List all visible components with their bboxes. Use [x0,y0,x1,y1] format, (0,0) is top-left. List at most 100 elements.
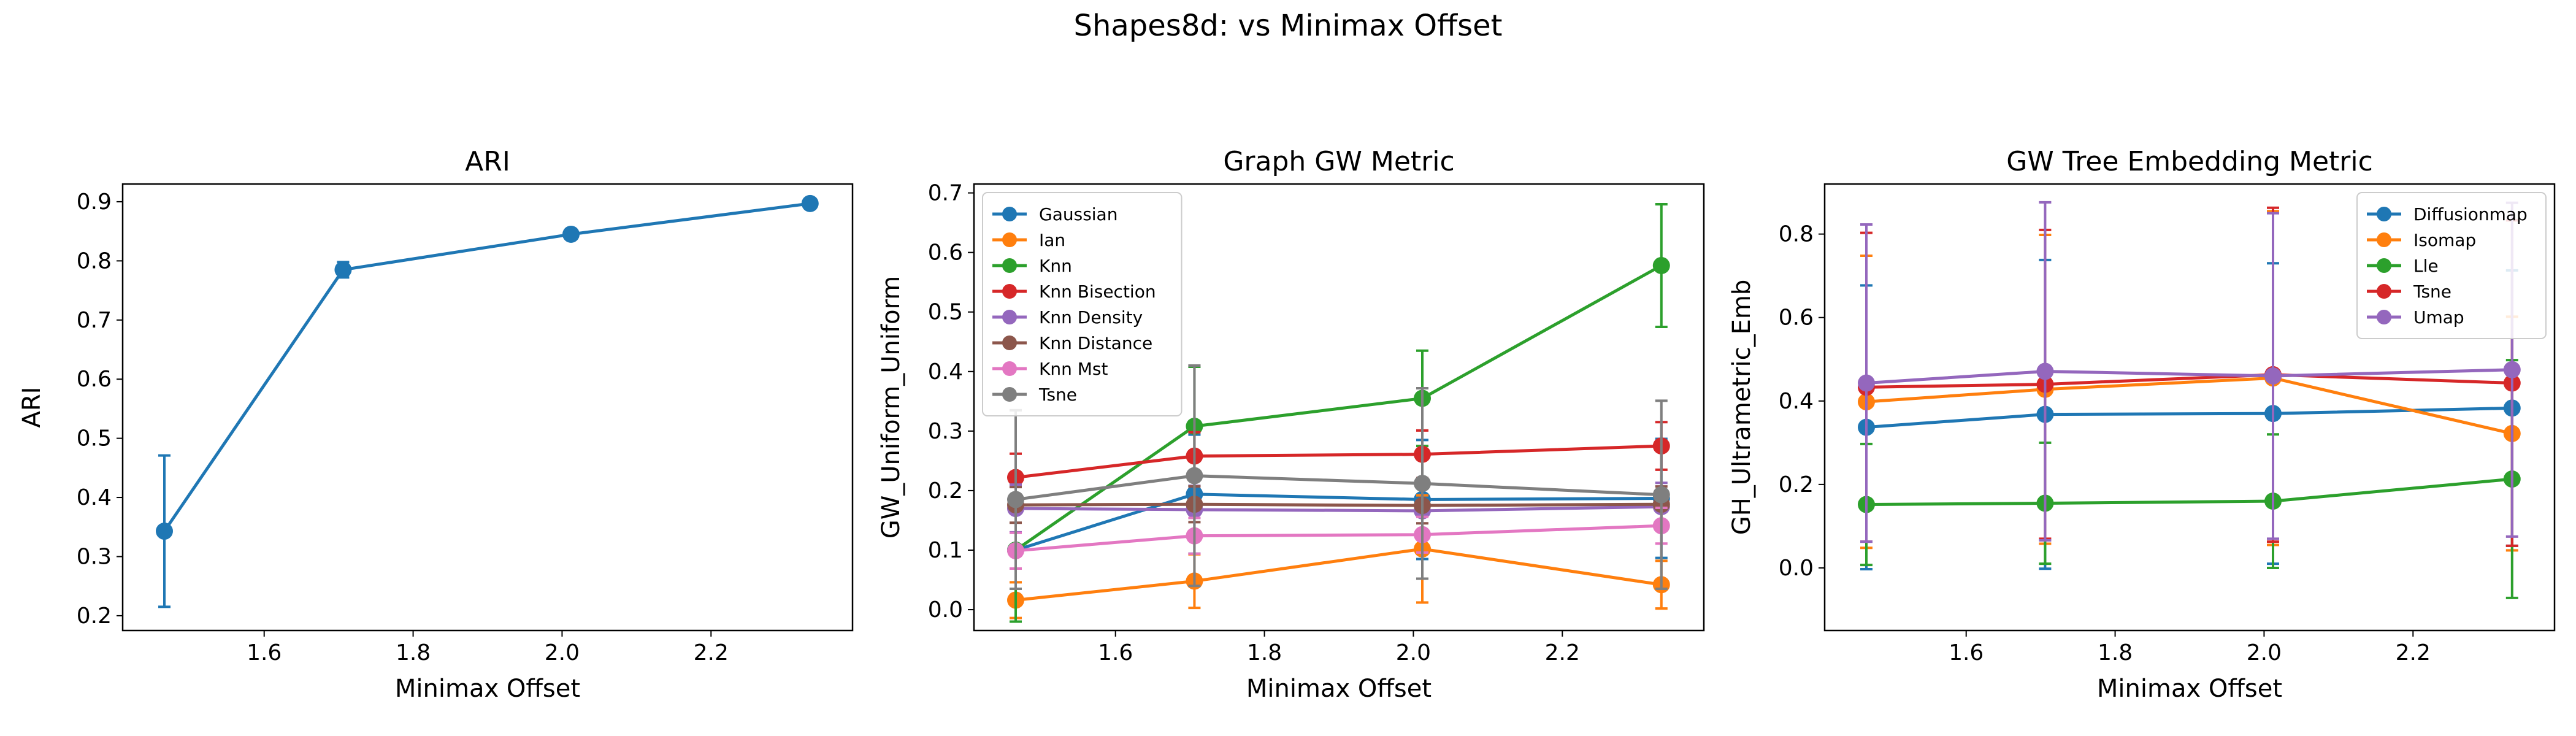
data-point [562,225,580,243]
data-point [1652,256,1670,274]
x-tick-label: 2.2 [694,640,729,665]
legend-swatch-marker [2377,284,2391,299]
legend-entry: Lle [2413,256,2439,276]
series-line [1866,373,2512,389]
data-point [2503,361,2521,378]
x-tick-label: 1.8 [396,640,431,665]
y-tick-label: 0.2 [1779,472,1814,497]
series-1 [156,194,819,608]
data-point [801,194,819,212]
x-tick-label: 1.8 [1247,640,1282,665]
x-tick-label: 1.8 [2098,640,2133,665]
data-point [1414,475,1431,493]
chart-title: Graph GW Metric [1223,146,1454,177]
series-line [1866,376,2513,435]
data-point [2036,362,2054,380]
x-tick-label: 2.0 [545,640,580,665]
x-tick-label: 1.6 [1949,640,1984,665]
legend-swatch-marker [2377,258,2391,273]
y-axis-label: GH_Ultrametric_Emb [1728,280,1756,535]
series-ian [1007,494,1670,619]
y-tick-label: 0.3 [77,544,112,569]
legend-entry: Ian [1039,230,1065,250]
series-line [1015,493,1662,552]
y-axis-label: GW_Uniform_Uniform [877,276,905,539]
legend-swatch-marker [1002,284,1017,299]
x-axis-label: Minimax Offset [1246,675,1432,703]
y-tick-label: 0.2 [77,604,112,629]
y-tick-label: 0.3 [928,419,963,444]
chart-title: ARI [465,146,510,177]
x-axis-label: Minimax Offset [395,675,580,703]
x-tick-label: 2.2 [1545,640,1580,665]
legend: Gaussian Ian Knn Knn Bisection Knn Density Kn… [982,192,1183,416]
legend-entry: Knn Mst [1039,359,1108,379]
data-point [334,261,352,278]
y-tick-label: 0.6 [928,240,963,266]
data-point [2264,367,2282,385]
legend-swatch-marker [1002,361,1017,376]
x-tick-label: 2.2 [2396,640,2431,665]
legend-entry: Diffusionmap [2413,204,2528,224]
x-axis-label: Minimax Offset [2097,675,2282,703]
data-point [1652,486,1670,504]
y-tick-label: 0.9 [77,190,112,215]
legend-entry: Tsne [1038,385,1077,405]
legend-entry: Umap [2413,307,2464,328]
series-line [1866,406,2512,429]
series-line [1866,368,2512,385]
legend-swatch-marker [1002,207,1017,221]
chart-panel-3: GW Tree Embedding Metric 1.6 1.8 2.0 2.2 0.0 0… [1728,146,2556,703]
series-line [1015,502,1662,507]
x-tick-label: 2.0 [2247,640,2282,665]
data-point [1007,491,1024,508]
legend-box [2356,192,2547,339]
series-line [163,202,811,532]
x-tick-label: 1.6 [1098,640,1133,665]
y-tick-label: 0.7 [77,308,112,333]
y-tick-label: 0.5 [928,300,963,325]
x-tick-label: 1.6 [247,640,282,665]
series-line [1015,547,1662,602]
legend-entry: Tsne [2413,282,2451,302]
y-tick-label: 0.2 [928,478,963,504]
legend-entry: Knn Distance [1039,333,1152,353]
plot-frame [121,183,854,632]
plot-frame [1823,183,2556,632]
legend-swatch-marker [1002,258,1017,273]
chart-panel-2: Graph GW Metric 1.6 1.8 2.0 2.2 0.0 0.1 0.2 0.3 0… [877,146,1705,703]
legend-swatch-marker [2377,310,2391,324]
y-tick-label: 0.8 [77,248,112,274]
chart-title: GW Tree Embedding Metric [2006,146,2373,177]
data-point [156,523,173,540]
legend-entry: Knn Bisection [1039,282,1156,302]
y-tick-label: 0.5 [77,426,112,451]
legend-swatch-marker [1002,387,1017,402]
series-line [1015,444,1662,480]
legend-swatch-marker [1002,310,1017,324]
y-tick-label: 0.0 [928,597,963,623]
series-gaussian [1007,433,1670,599]
chart-panel-1: ARI 1.6 1.8 2.0 2.2 0.2 0.3 0.4 0.5 0.6 0.7 0.8 0.9 M… [18,146,854,703]
series-tsne [1007,364,1670,591]
legend-entry: Gaussian [1039,204,1117,224]
legend-entry: Isomap [2413,230,2476,250]
x-tick-label: 2.0 [1396,640,1431,665]
series-line [1866,477,2513,507]
y-tick-label: 0.7 [928,181,963,206]
series-line [1015,505,1662,513]
series-umap [1858,201,2521,543]
y-tick-label: 0.0 [1779,556,1814,581]
legend-swatch-marker [2377,232,2391,247]
legend-entry: Knn [1039,256,1072,276]
legend: Diffusionmap Isomap Lle Tsne Umap [2356,192,2547,339]
y-tick-label: 0.4 [928,359,963,385]
legend-entry: Knn Density [1039,307,1143,328]
data-point [1186,467,1203,485]
legend-box [982,192,1183,416]
y-tick-label: 0.8 [1779,222,1814,247]
y-axis-label: ARI [18,387,46,428]
legend-swatch-marker [1002,232,1017,247]
figure-suptitle: Shapes8d: vs Minimax Offset [1074,9,1503,43]
